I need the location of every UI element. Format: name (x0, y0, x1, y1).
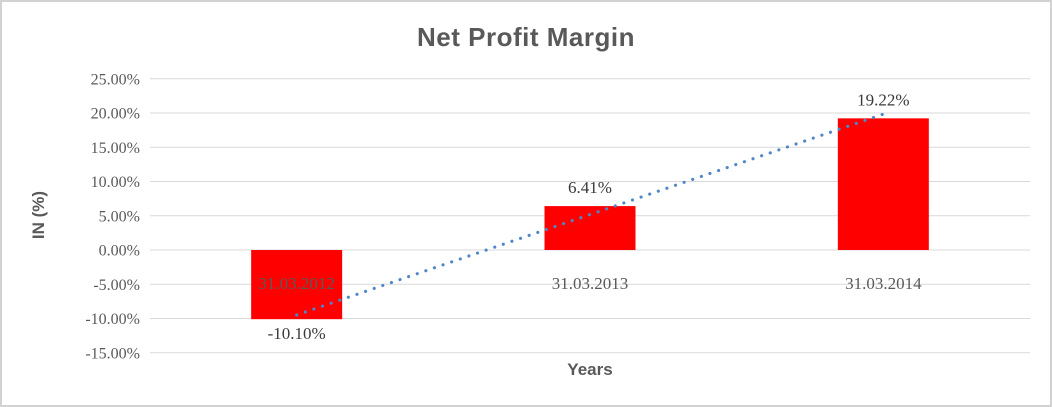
category-label: 31.03.2014 (845, 274, 922, 293)
chart-title: Net Profit Margin (417, 22, 635, 52)
y-tick-label: 10.00% (91, 174, 140, 191)
data-label: 19.22% (857, 90, 909, 109)
y-tick-label: 25.00% (91, 71, 140, 88)
data-label: -10.10% (268, 324, 326, 343)
bar (251, 250, 343, 320)
y-tick-label: 20.00% (91, 106, 140, 123)
y-tick-label: -15.00% (85, 345, 140, 362)
bar (544, 206, 636, 250)
y-tick-label: 5.00% (99, 208, 140, 225)
category-label: 31.03.2012 (258, 274, 335, 293)
y-tick-label: -5.00% (93, 277, 140, 294)
bar (837, 118, 929, 250)
x-axis-title: Years (567, 360, 613, 379)
y-tick-label: 0.00% (99, 243, 140, 260)
y-tick-label: -10.00% (85, 311, 140, 328)
category-label: 31.03.2013 (552, 274, 629, 293)
trendline (295, 112, 885, 317)
y-tick-label: 15.00% (91, 140, 140, 157)
data-label: 6.41% (568, 178, 612, 197)
